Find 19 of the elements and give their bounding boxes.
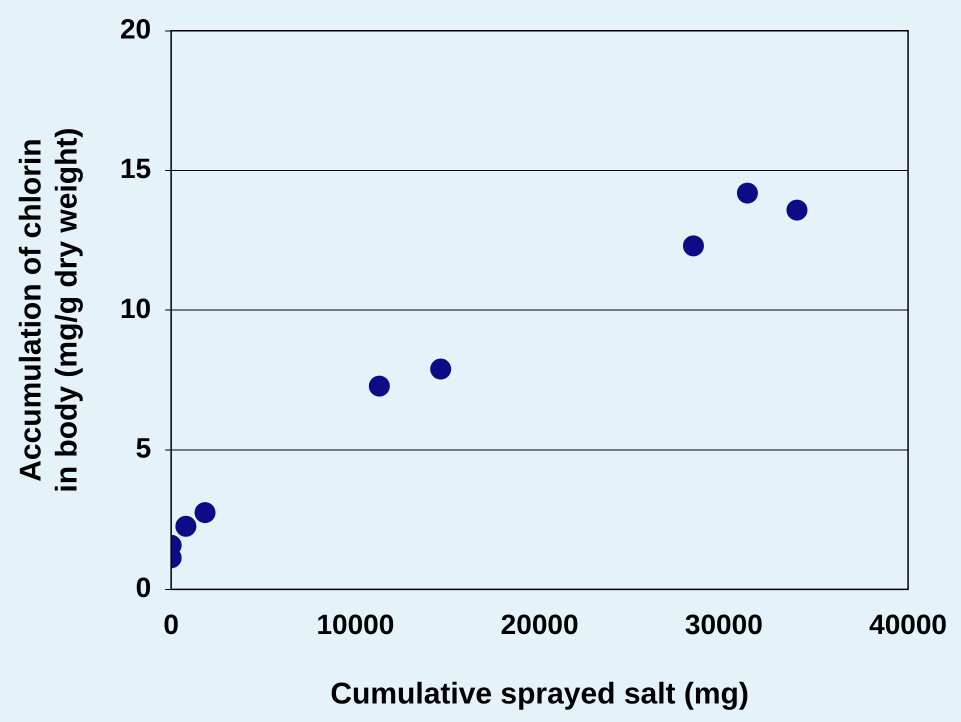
x-tick-label: 20000: [500, 608, 579, 640]
point: [682, 235, 704, 256]
y-tick-label: 15: [120, 153, 152, 184]
x-tick-label: 0: [163, 608, 179, 640]
x-tick-label: 40000: [869, 608, 948, 640]
y-tick-label: 20: [120, 14, 152, 45]
x-tick-label: 10000: [316, 608, 394, 640]
y-tick-label: 0: [136, 572, 152, 604]
x-tick-label: 30000: [684, 608, 763, 640]
point: [736, 182, 758, 204]
point: [430, 358, 452, 380]
x-axis-title: Cumulative sprayed salt (mg): [330, 677, 749, 710]
point: [368, 376, 390, 397]
point: [786, 200, 808, 221]
point: [175, 516, 196, 537]
y-tick-label: 10: [120, 292, 152, 324]
y-axis-title: Accumulation of chlorin in body (mg/g dry weight): [14, 128, 84, 493]
y-tick-label: 5: [136, 432, 152, 464]
point: [194, 502, 216, 524]
